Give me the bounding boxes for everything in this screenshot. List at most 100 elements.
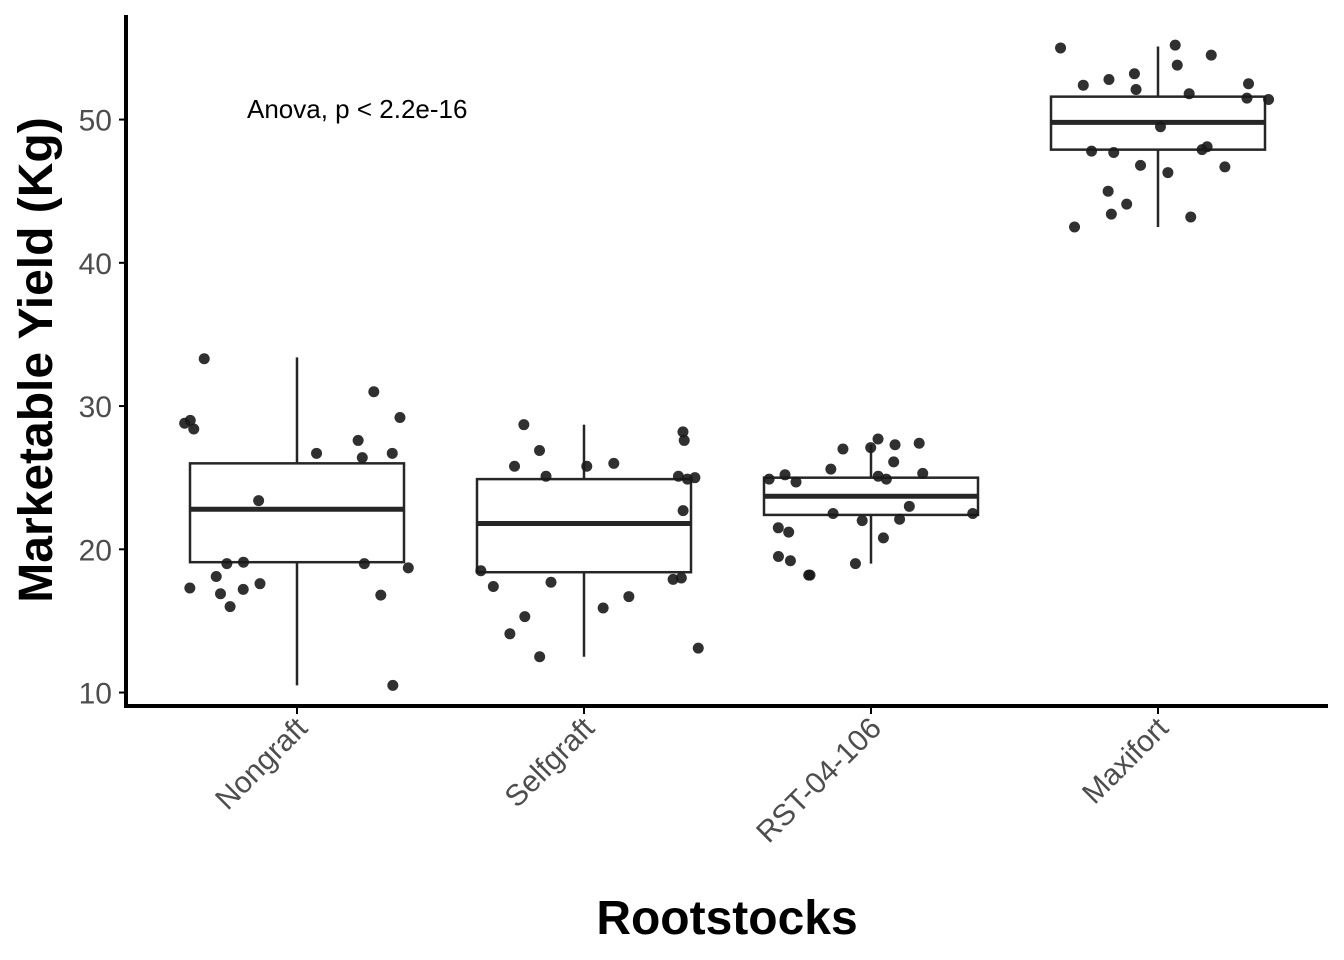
data-point: [1108, 147, 1120, 159]
data-point: [672, 470, 684, 482]
data-point: [545, 576, 557, 588]
points-layer: [179, 39, 1275, 691]
data-point: [784, 555, 796, 567]
data-point: [1103, 73, 1115, 85]
data-point: [386, 447, 398, 459]
data-point: [1154, 121, 1166, 133]
x-tick-label: Nongraft: [209, 711, 314, 816]
data-point: [1263, 94, 1275, 106]
data-point: [198, 353, 210, 365]
data-point: [1185, 211, 1197, 223]
y-axis-title: Marketable Yield (Kg): [10, 117, 63, 602]
data-point: [1135, 159, 1147, 171]
data-point: [772, 522, 784, 534]
data-point: [210, 571, 222, 583]
data-point: [509, 460, 521, 472]
data-point: [608, 457, 620, 469]
boxes-layer: [188, 46, 1267, 686]
data-point: [237, 556, 249, 568]
data-point: [675, 572, 687, 584]
data-point: [311, 447, 323, 459]
data-point: [790, 476, 802, 488]
data-point: [1169, 39, 1181, 51]
data-point: [677, 505, 689, 517]
data-point: [1102, 185, 1114, 197]
data-point: [678, 434, 690, 446]
axes-layer: [124, 15, 1328, 708]
data-point: [597, 602, 609, 614]
data-point: [352, 434, 364, 446]
box-rst-04-106: [762, 444, 980, 564]
data-point: [856, 515, 868, 527]
data-point: [1086, 145, 1098, 157]
data-point: [1105, 208, 1117, 220]
data-point: [913, 437, 925, 449]
x-tick-label: Selfgraft: [499, 711, 602, 814]
box-maxifort: [1049, 46, 1267, 227]
data-point: [188, 423, 200, 435]
y-tick-label: 30: [79, 391, 112, 424]
data-point: [772, 550, 784, 562]
data-point: [504, 628, 516, 640]
data-point: [540, 470, 552, 482]
data-point: [880, 473, 892, 485]
data-point: [917, 467, 929, 479]
data-point: [487, 581, 499, 593]
data-point: [804, 569, 816, 581]
data-point: [763, 473, 775, 485]
data-point: [1243, 78, 1255, 90]
data-point: [681, 473, 693, 485]
data-point: [1130, 83, 1142, 95]
data-point: [518, 419, 530, 431]
data-point: [475, 565, 487, 577]
data-point: [1205, 49, 1217, 61]
annotation-text: Anova, p < 2.2e-16: [247, 94, 467, 124]
data-point: [1077, 79, 1089, 91]
data-point: [534, 651, 546, 663]
data-point: [368, 386, 380, 398]
data-point: [967, 507, 979, 519]
data-point: [1219, 161, 1231, 173]
data-point: [872, 433, 884, 445]
y-tick-label: 40: [79, 248, 112, 281]
data-point: [877, 532, 889, 544]
data-point: [179, 417, 191, 429]
data-point: [888, 456, 900, 468]
data-point: [519, 611, 531, 623]
data-point: [667, 573, 679, 585]
data-point: [375, 589, 387, 601]
data-point: [837, 443, 849, 455]
data-point: [1162, 167, 1174, 179]
data-point: [237, 583, 249, 595]
data-point: [581, 460, 593, 472]
data-point: [865, 442, 877, 454]
data-point: [358, 558, 370, 570]
data-point: [1121, 198, 1133, 210]
box-nongraft: [188, 357, 406, 686]
data-point: [1183, 88, 1195, 100]
y-tick-label: 50: [79, 105, 112, 138]
data-point: [184, 582, 196, 594]
data-point: [254, 578, 266, 590]
box-selfgraft: [475, 424, 693, 657]
data-point: [1171, 59, 1183, 71]
data-point: [677, 426, 689, 438]
data-point: [394, 412, 406, 424]
y-tick-label: 20: [79, 534, 112, 567]
data-point: [402, 562, 414, 574]
data-point: [1055, 42, 1067, 54]
x-axis-title: Rootstocks: [596, 892, 857, 945]
data-point: [1128, 68, 1140, 80]
data-point: [356, 452, 368, 464]
data-point: [894, 513, 906, 525]
y-tick-label: 10: [79, 678, 112, 711]
data-point: [623, 591, 635, 603]
data-point: [779, 469, 791, 481]
data-point: [1069, 221, 1081, 233]
data-point: [534, 444, 546, 456]
box-body: [188, 462, 406, 564]
data-point: [1196, 144, 1208, 156]
x-tick-label: Maxifort: [1076, 711, 1175, 810]
x-tick-label: RST-04-106: [750, 712, 888, 850]
